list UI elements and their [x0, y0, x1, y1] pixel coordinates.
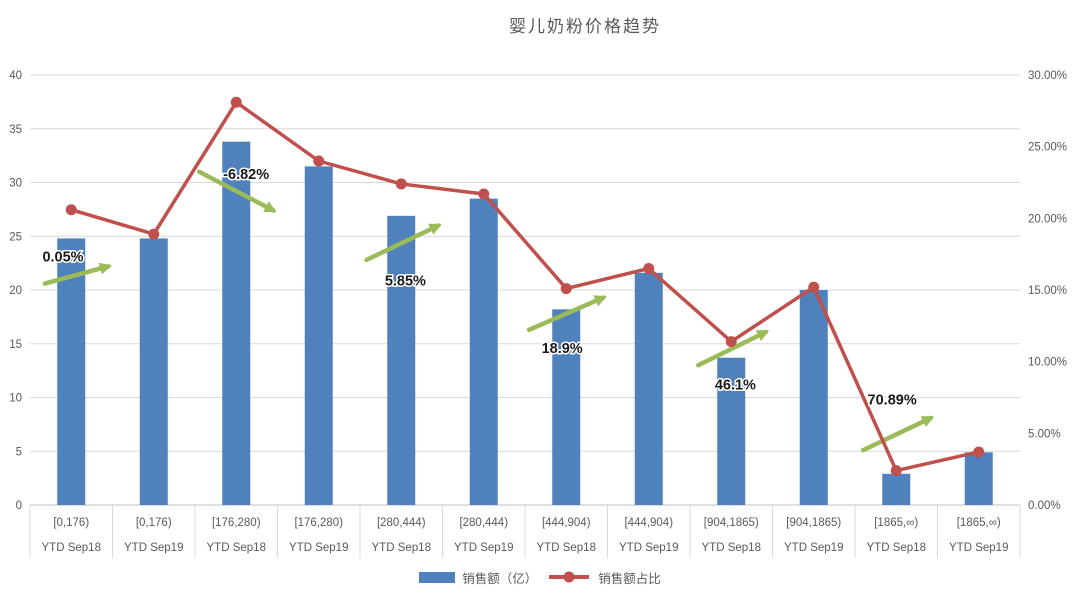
sales-bar — [634, 272, 663, 505]
right-axis-tick-label: 15.00% — [1028, 285, 1067, 297]
right-axis-tick-label: 25.00% — [1028, 142, 1067, 154]
chart-gridlines — [30, 74, 1020, 506]
category-period-label: YTD Sep19 — [949, 542, 1008, 554]
left-axis-tick-label: 0 — [16, 500, 22, 512]
share-line-point — [643, 263, 655, 274]
category-range-label: [280,444) — [377, 517, 426, 529]
chart-title: 婴儿奶粉价格趋势 — [509, 17, 661, 36]
growth-annotation-label: -6.82% — [223, 167, 269, 183]
right-axis-tick-label: 0.00% — [1028, 500, 1061, 512]
left-axis-tick-label: 40 — [9, 70, 22, 82]
growth-arrow-icon — [196, 169, 277, 213]
right-axis-tick-label: 10.00% — [1028, 357, 1067, 369]
category-range-label: [1865,∞) — [874, 517, 918, 529]
sales-bar — [57, 238, 86, 505]
bar-series-swatch-icon — [419, 571, 456, 583]
category-period-label: YTD Sep18 — [867, 542, 926, 554]
growth-annotation-label: 5.85% — [385, 273, 426, 289]
share-line-point — [65, 204, 77, 216]
category-period-label: YTD Sep18 — [207, 542, 266, 554]
category-range-label: [444,904) — [542, 517, 591, 529]
category-period-label: YTD Sep19 — [289, 542, 348, 554]
x-axis-labels: [0,176) YTD Sep18 [0,176) YTD Sep19 [176,280… — [42, 517, 1009, 554]
sales-bar — [469, 198, 498, 505]
category-period-label: YTD Sep18 — [702, 542, 761, 554]
category-range-label: [904,1865) — [786, 517, 841, 529]
category-period-label: YTD Sep19 — [784, 542, 843, 554]
left-axis-labels: 0 5 10 15 20 25 30 35 40 — [9, 70, 22, 512]
category-range-label: [444,904) — [624, 517, 673, 529]
growth-arrow-icon — [526, 295, 607, 333]
left-axis-tick-label: 25 — [9, 231, 22, 243]
right-axis-labels: 0.00% 5.00% 10.00% 15.00% 20.00% 25.00% 30.00% — [1028, 70, 1067, 512]
category-range-label: [0,176) — [136, 517, 172, 529]
left-axis-tick-label: 10 — [9, 393, 22, 405]
sales-bar — [304, 166, 333, 505]
growth-annotation-label: 18.9% — [542, 341, 583, 357]
growth-arrows — [42, 169, 935, 453]
category-range-label: [176,280) — [294, 517, 343, 529]
category-range-label: [904,1865) — [704, 517, 759, 529]
category-period-label: YTD Sep19 — [619, 542, 678, 554]
category-period-label: YTD Sep19 — [454, 542, 513, 554]
growth-annotation-label: 70.89% — [868, 393, 917, 409]
growth-annotations: 0.05% -6.82% 5.85% 18.9% 46.1% 70.89% — [41, 165, 918, 410]
growth-arrow-icon — [42, 262, 112, 286]
chart-legend: 销售额（亿） 销售额占比 — [0, 567, 1080, 587]
line-series-swatch-icon — [549, 571, 590, 583]
growth-annotation-label: 0.05% — [42, 250, 83, 266]
right-axis-tick-label: 30.00% — [1028, 70, 1067, 82]
category-range-label: [1865,∞) — [957, 517, 1001, 529]
legend-label-sales: 销售额（亿） — [462, 571, 538, 586]
left-axis-tick-label: 20 — [9, 285, 22, 297]
category-period-label: YTD Sep18 — [537, 542, 596, 554]
category-range-label: [0,176) — [53, 517, 89, 529]
sales-bar — [717, 357, 746, 505]
sales-bar — [882, 473, 911, 505]
share-line — [69, 100, 981, 473]
right-axis-tick-label: 5.00% — [1028, 428, 1061, 440]
share-line-point — [230, 96, 242, 108]
category-period-label: YTD Sep19 — [124, 542, 183, 554]
share-line-point — [973, 446, 985, 458]
share-line-point — [478, 188, 490, 200]
category-period-label: YTD Sep18 — [372, 542, 431, 554]
share-line-series — [65, 96, 985, 477]
legend-item-sales: 销售额（亿） — [419, 568, 537, 587]
sales-bar — [222, 141, 251, 505]
sales-bar — [387, 215, 416, 505]
sales-bar — [964, 452, 993, 505]
left-axis-tick-label: 30 — [9, 178, 22, 190]
category-range-label: [176,280) — [212, 517, 261, 529]
left-axis-tick-label: 35 — [9, 124, 22, 136]
share-line-point — [395, 178, 407, 190]
share-line-point — [725, 336, 737, 348]
left-axis-tick-label: 5 — [16, 446, 22, 458]
left-axis-tick-label: 15 — [9, 339, 22, 351]
right-axis-tick-label: 20.00% — [1028, 213, 1067, 225]
sales-bars — [57, 141, 993, 505]
sales-bar — [799, 290, 828, 505]
category-range-label: [280,444) — [459, 517, 508, 529]
legend-label-share: 销售额占比 — [598, 571, 661, 586]
sales-bar — [552, 309, 581, 505]
sales-bar — [139, 238, 168, 505]
share-line-point — [560, 283, 572, 295]
growth-arrow-icon — [861, 415, 935, 453]
category-period-label: YTD Sep18 — [42, 542, 101, 554]
growth-annotation-label: 46.1% — [715, 378, 756, 394]
legend-item-share: 销售额占比 — [547, 568, 661, 587]
category-separators — [29, 505, 1021, 558]
share-line-point — [890, 465, 902, 477]
share-line-point — [808, 281, 820, 293]
share-line-point — [148, 228, 160, 240]
growth-arrow-icon — [364, 223, 442, 263]
growth-arrow-icon — [696, 329, 770, 368]
share-line-point — [313, 155, 325, 167]
